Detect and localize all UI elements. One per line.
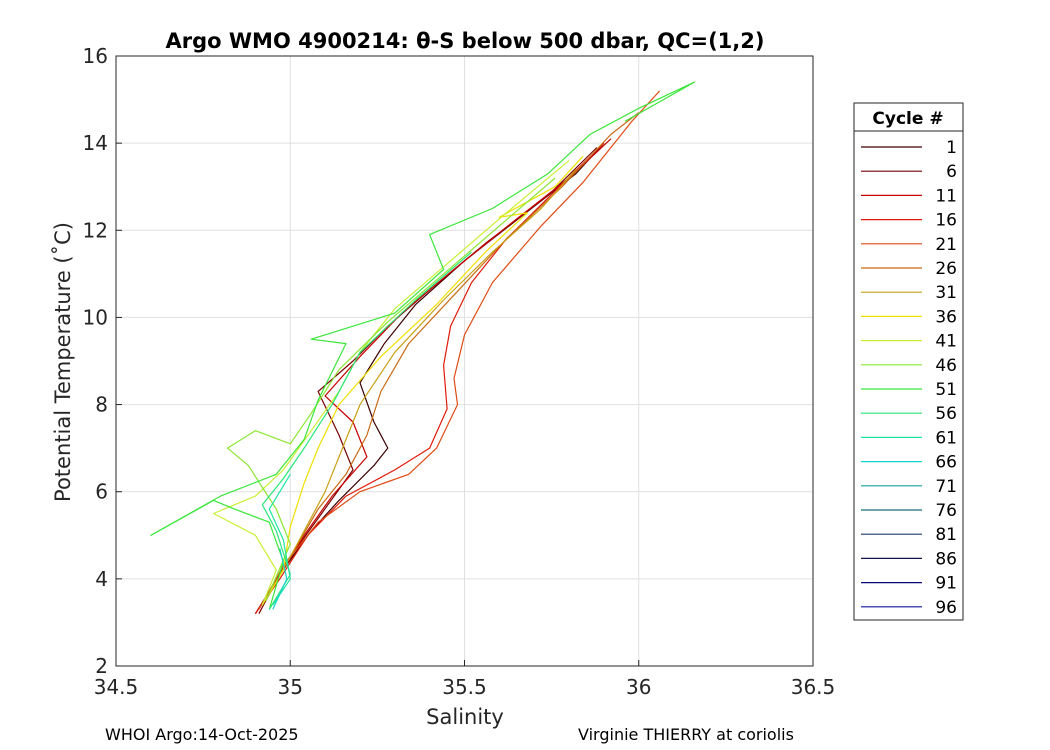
series-line-cycle-11 [254, 138, 612, 615]
series-line-cycle-61 [268, 473, 291, 606]
x-tick-label: 35 [278, 675, 303, 699]
x-tick-label: 34.5 [94, 675, 139, 699]
legend-entry-label: 51 [935, 380, 957, 400]
y-tick-label: 12 [83, 218, 108, 242]
series-line-cycle-1 [254, 142, 605, 615]
series-line-cycle-21 [258, 90, 661, 610]
legend-entry-label: 91 [935, 574, 957, 594]
y-tick-label: 2 [95, 654, 108, 678]
series-line-cycle-31 [265, 168, 577, 601]
legend-entry-label: 11 [935, 186, 957, 206]
grid-lines [116, 56, 813, 666]
series-line-cycle-66 [272, 548, 288, 610]
legend-entry-label: 21 [935, 235, 957, 255]
series-line-cycle-51 [150, 81, 696, 610]
series-line-cycle-6 [258, 147, 598, 614]
series-line-cycle-26 [261, 112, 640, 606]
y-tick-label: 14 [83, 131, 108, 155]
axis-ticks: 34.5 35 35.5 36 36.5 2 4 6 8 10 12 14 16 [83, 44, 836, 699]
x-axis-label: Salinity [426, 705, 504, 729]
legend-entry-label: 31 [935, 283, 957, 303]
y-tick-label: 6 [95, 480, 108, 504]
legend-entry-label: 86 [935, 549, 957, 569]
y-tick-label: 10 [83, 305, 108, 329]
legend-entry-label: 1 [946, 138, 957, 158]
footer-credit-left: WHOI Argo:14-Oct-2025 [105, 725, 299, 744]
legend-entry-label: 41 [935, 332, 957, 352]
series-line-cycle-56 [261, 251, 472, 610]
legend-entry-label: 61 [935, 428, 957, 448]
y-tick-label: 16 [83, 44, 108, 68]
legend-entry-label: 16 [935, 211, 957, 231]
series-line-cycle-41 [213, 160, 570, 606]
legend-entry-label: 81 [935, 525, 957, 545]
legend-entry-label: 71 [935, 477, 957, 497]
data-series [150, 81, 696, 615]
legend-entry-label: 56 [935, 404, 957, 424]
chart-title: Argo WMO 4900214: θ-S below 500 dbar, QC… [166, 29, 765, 53]
legend-entry-label: 36 [935, 307, 957, 327]
series-line-cycle-16 [254, 142, 605, 615]
y-axis-label: Potential Temperature (˚C) [51, 222, 75, 502]
legend-entry-label: 46 [935, 356, 957, 376]
legend: Cycle # 16111621263136414651566166717681… [853, 102, 964, 621]
series-line-cycle-46 [226, 177, 556, 601]
x-tick-label: 36 [626, 675, 651, 699]
y-tick-label: 4 [95, 567, 108, 591]
x-tick-label: 36.5 [791, 675, 836, 699]
x-tick-label: 35.5 [442, 675, 487, 699]
legend-title: Cycle # [872, 109, 943, 129]
legend-entry-label: 96 [935, 598, 957, 618]
legend-entry-label: 76 [935, 501, 957, 521]
series-line-cycle-36 [261, 155, 584, 606]
legend-entry-label: 26 [935, 259, 957, 279]
y-tick-label: 8 [95, 393, 108, 417]
footer-credit-right: Virginie THIERRY at coriolis [578, 725, 794, 744]
legend-entry-label: 66 [935, 453, 957, 473]
legend-entry-label: 6 [946, 162, 957, 182]
